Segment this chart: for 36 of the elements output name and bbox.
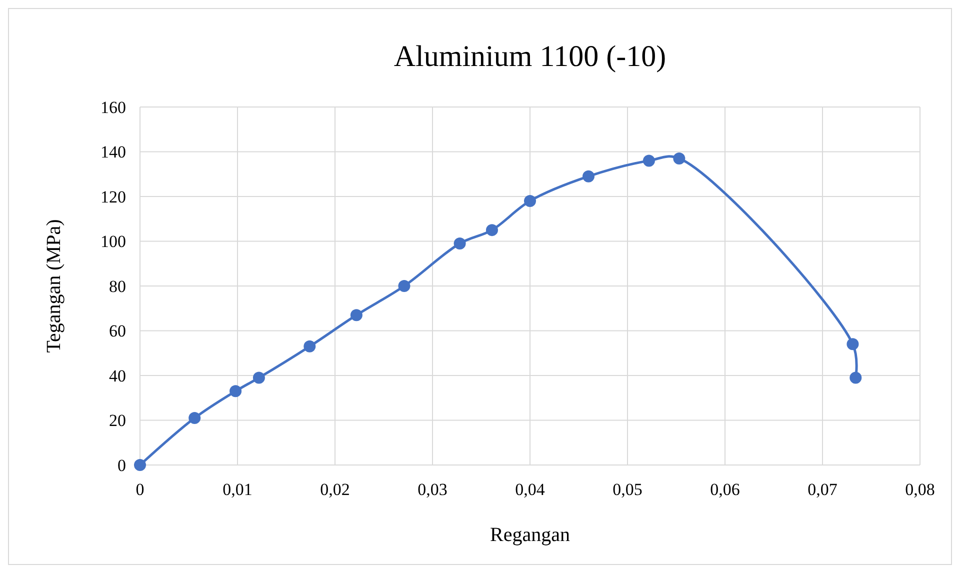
point [524, 194, 536, 207]
y-tick-label: 120 [100, 187, 126, 206]
x-axis-title: Regangan [490, 524, 570, 546]
y-tick-label: 100 [100, 232, 126, 252]
point [398, 280, 410, 292]
x-tick-label: 0,03 [418, 480, 448, 499]
point [454, 237, 466, 250]
point [134, 459, 146, 471]
x-tick-label: 0,04 [515, 480, 546, 499]
point [188, 412, 201, 424]
point [846, 338, 859, 350]
x-tick-label: 0,08 [905, 480, 935, 499]
y-tick-label: 160 [100, 98, 126, 117]
y-tick-label: 0 [118, 456, 126, 475]
x-tick-label: 0,07 [808, 480, 838, 499]
point [304, 340, 316, 352]
x-tick-label: 0,05 [612, 480, 642, 499]
point [582, 170, 594, 182]
y-axis-title: Tegangan (MPa) [43, 219, 65, 353]
x-tick-label: 0 [136, 480, 144, 499]
chart-title: Aluminium 1100 (-10) [394, 40, 666, 73]
point [642, 154, 655, 167]
y-tick-label: 20 [109, 411, 126, 430]
point [252, 372, 265, 384]
y-tick-label: 60 [109, 322, 126, 341]
x-tick-label: 0,06 [710, 480, 740, 499]
y-tick-label: 140 [100, 142, 126, 162]
point [350, 309, 362, 322]
point [673, 152, 686, 164]
y-tick-label: 80 [109, 276, 126, 296]
y-tick-label: 40 [109, 366, 126, 386]
point [850, 372, 862, 384]
point [486, 224, 498, 236]
point [230, 385, 242, 398]
x-tick-label: 0,02 [320, 480, 350, 499]
x-tick-label: 0,01 [222, 480, 252, 499]
